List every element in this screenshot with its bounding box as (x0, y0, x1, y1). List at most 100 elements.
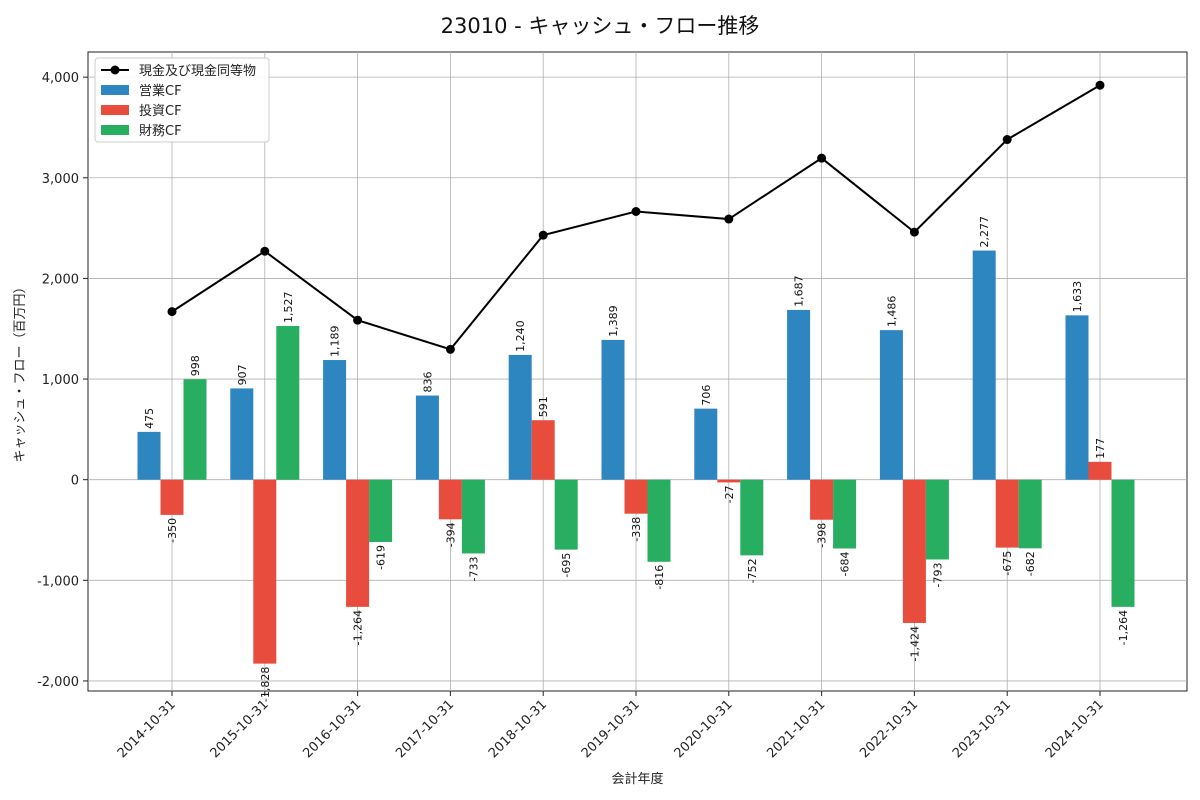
bar (415, 395, 439, 480)
bar (717, 479, 741, 483)
bar (902, 479, 926, 623)
data-label: -619 (375, 545, 388, 570)
y-tick-label: 3,000 (42, 172, 79, 187)
bar (1018, 479, 1042, 549)
x-tick-label: 2023-10-31 (950, 697, 1014, 761)
cash-point (260, 246, 270, 256)
x-tick-label: 2022-10-31 (857, 697, 921, 761)
bar (323, 360, 347, 480)
bar (346, 479, 370, 607)
y-tick-label: 4,000 (42, 71, 79, 86)
legend-bar-swatch (101, 125, 129, 135)
cash-point (538, 230, 548, 240)
legend-label: 投資CF (139, 103, 182, 119)
bar (740, 479, 764, 556)
legend-bar-swatch (101, 85, 129, 95)
data-label: -1,264 (1117, 610, 1130, 645)
data-label: -1,264 (352, 610, 365, 645)
data-label: -675 (1001, 551, 1014, 576)
data-label: -752 (746, 558, 759, 583)
bar (369, 479, 393, 542)
legend-label: 現金及び現金同等物 (139, 63, 256, 79)
bar (624, 479, 648, 514)
bar (508, 354, 532, 480)
data-label: 2,277 (978, 216, 991, 248)
x-tick-label: 2014-10-31 (115, 697, 179, 761)
data-label: -338 (630, 517, 643, 542)
bar (995, 479, 1019, 548)
bar (1065, 315, 1089, 480)
data-label: 706 (700, 385, 713, 406)
cash-point (167, 307, 177, 317)
y-axis-title: キャッシュ・フロー（百万円） (13, 280, 28, 462)
data-label: -733 (467, 556, 480, 581)
x-tick-label: 2015-10-31 (208, 697, 272, 761)
cash-point (817, 153, 827, 163)
data-label: 1,633 (1071, 281, 1084, 313)
data-label: 1,389 (607, 305, 620, 337)
y-tick-label: -1,000 (37, 574, 79, 589)
bar (230, 388, 254, 480)
cash-point (1095, 80, 1105, 90)
data-label: 475 (143, 408, 156, 429)
bar (601, 339, 625, 480)
x-axis-title: 会計年度 (611, 771, 663, 787)
data-label: -350 (166, 518, 179, 543)
data-label: 907 (236, 364, 249, 385)
data-label: -1,424 (908, 626, 921, 661)
legend-marker-swatch (110, 65, 120, 75)
plot-frame (87, 51, 1188, 692)
y-tick-label: -2,000 (37, 675, 79, 690)
data-label: 177 (1094, 438, 1107, 459)
legend-label: 営業CF (139, 83, 182, 99)
y-tick-label: 1,000 (42, 373, 79, 388)
bar (879, 330, 903, 480)
bar (647, 479, 671, 562)
cash-point (631, 206, 641, 216)
data-label: -793 (931, 562, 944, 587)
x-tick-label: 2019-10-31 (579, 697, 643, 761)
bar (1088, 461, 1112, 480)
bar (1111, 479, 1135, 607)
data-label: 591 (537, 396, 550, 417)
bar (833, 479, 857, 549)
cash-point (1002, 135, 1012, 145)
legend-label: 財務CF (139, 124, 182, 139)
cash-point (445, 344, 455, 354)
data-label: 1,527 (282, 292, 295, 324)
x-tick-label: 2020-10-31 (672, 697, 736, 761)
data-label: -816 (653, 565, 666, 590)
y-tick-label: 0 (71, 474, 79, 489)
bar (972, 250, 996, 480)
x-tick-label: 2018-10-31 (486, 697, 550, 761)
data-label: 998 (189, 355, 202, 376)
x-tick-label: 2021-10-31 (764, 697, 828, 761)
bar (438, 479, 462, 520)
data-label: 1,240 (514, 320, 527, 352)
bar (183, 379, 207, 480)
bar (925, 479, 949, 560)
bar (461, 479, 485, 554)
cash-point (353, 315, 363, 325)
x-tick-label: 2016-10-31 (300, 697, 364, 761)
data-label: -695 (560, 553, 573, 578)
x-tick-label: 2017-10-31 (393, 697, 457, 761)
y-tick-label: 2,000 (42, 272, 79, 287)
legend-box (94, 57, 270, 143)
data-label: -684 (839, 552, 852, 577)
data-label: -27 (723, 485, 736, 503)
bar (531, 420, 555, 480)
data-label: 836 (421, 372, 434, 393)
data-label: -1,828 (259, 667, 272, 702)
x-tick-label: 2024-10-31 (1043, 697, 1107, 761)
bar (694, 408, 718, 480)
bar (137, 431, 161, 480)
legend-bar-swatch (101, 105, 129, 115)
cash-point (724, 214, 734, 224)
data-label: 1,687 (793, 275, 806, 307)
cash-point (909, 227, 919, 237)
bar (160, 479, 184, 515)
bar (276, 326, 300, 480)
data-label: 1,189 (329, 326, 342, 358)
